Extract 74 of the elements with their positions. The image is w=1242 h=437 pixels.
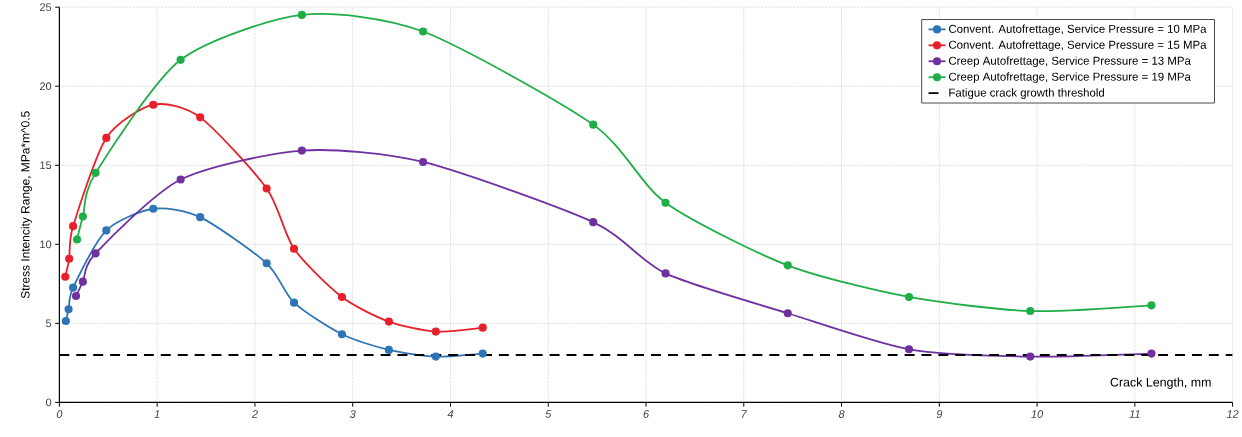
point (91, 249, 100, 258)
point (589, 120, 598, 129)
point (176, 55, 185, 64)
point (69, 283, 78, 292)
point (71, 291, 81, 300)
point (783, 261, 792, 270)
point (419, 27, 428, 36)
point (661, 198, 670, 207)
point (904, 345, 914, 354)
point (904, 292, 914, 301)
point (69, 221, 78, 231)
point (589, 217, 598, 227)
point (65, 254, 74, 263)
point (431, 352, 440, 361)
point (1026, 306, 1035, 315)
x-tick-label: 6 (643, 410, 650, 418)
point (61, 272, 70, 281)
point (661, 269, 670, 278)
y-axis-title: Stress Intencity Range, MPa*m^0.5 (20, 111, 32, 299)
point (64, 305, 73, 314)
point (102, 226, 111, 235)
point (1147, 349, 1156, 358)
x-tick-label: 0 (56, 410, 63, 418)
point (297, 146, 306, 155)
point (149, 100, 158, 109)
point (478, 349, 487, 358)
x-tick-label: 7 (741, 410, 748, 418)
x-tick-label: 12 (1226, 410, 1239, 418)
point (72, 235, 82, 244)
point (91, 168, 100, 177)
point (337, 330, 347, 339)
x-tick-label: 1 (154, 410, 160, 418)
legend-label: Convent. Autofrettage, Service Pressure = 10 MPa (948, 24, 1207, 35)
y-tick-label: 25 (40, 3, 52, 11)
x-tick-label: 9 (936, 410, 943, 418)
point (196, 212, 205, 222)
x-tick-label: 11 (1129, 410, 1140, 418)
x-tick-label: 2 (251, 410, 258, 418)
x-tick-label: 10 (1031, 410, 1044, 418)
point (783, 308, 792, 318)
point (1026, 352, 1035, 361)
point (176, 175, 185, 184)
point (289, 244, 299, 253)
x-tick-label: 3 (349, 410, 356, 418)
point (384, 345, 393, 354)
y-tick-label: 15 (40, 161, 52, 169)
legend-label: Creep Autofrettage, Service Pressure = 19 MPa (948, 72, 1191, 83)
x-axis-title: Crack Length, mm (1110, 377, 1211, 389)
y-tick-label: 5 (46, 319, 52, 328)
point (337, 292, 347, 301)
y-tick-label: 10 (40, 240, 52, 249)
x-tick-label: 8 (838, 410, 845, 418)
point (262, 259, 271, 268)
point (419, 157, 428, 166)
legend-label: Creep Autofrettage, Service Pressure = 13 MPa (948, 56, 1191, 67)
y-tick-label: 0 (45, 398, 52, 407)
point (262, 184, 271, 193)
point (1147, 301, 1156, 310)
point (196, 113, 205, 122)
point (149, 204, 158, 213)
legend-label: Fatigue crack growth threshold (949, 88, 1104, 99)
point (78, 277, 87, 286)
point (431, 327, 440, 336)
point (297, 10, 306, 19)
point (478, 323, 487, 332)
point (78, 212, 87, 221)
point (61, 316, 70, 325)
point (289, 298, 299, 307)
point (102, 133, 111, 142)
point (384, 317, 393, 326)
x-tick-label: 5 (545, 410, 552, 418)
legend-label: Convent. Autofrettage, Service Pressure = 15 MPa (948, 40, 1207, 51)
y-tick-label: 20 (40, 82, 52, 90)
x-tick-label: 4 (447, 410, 454, 418)
